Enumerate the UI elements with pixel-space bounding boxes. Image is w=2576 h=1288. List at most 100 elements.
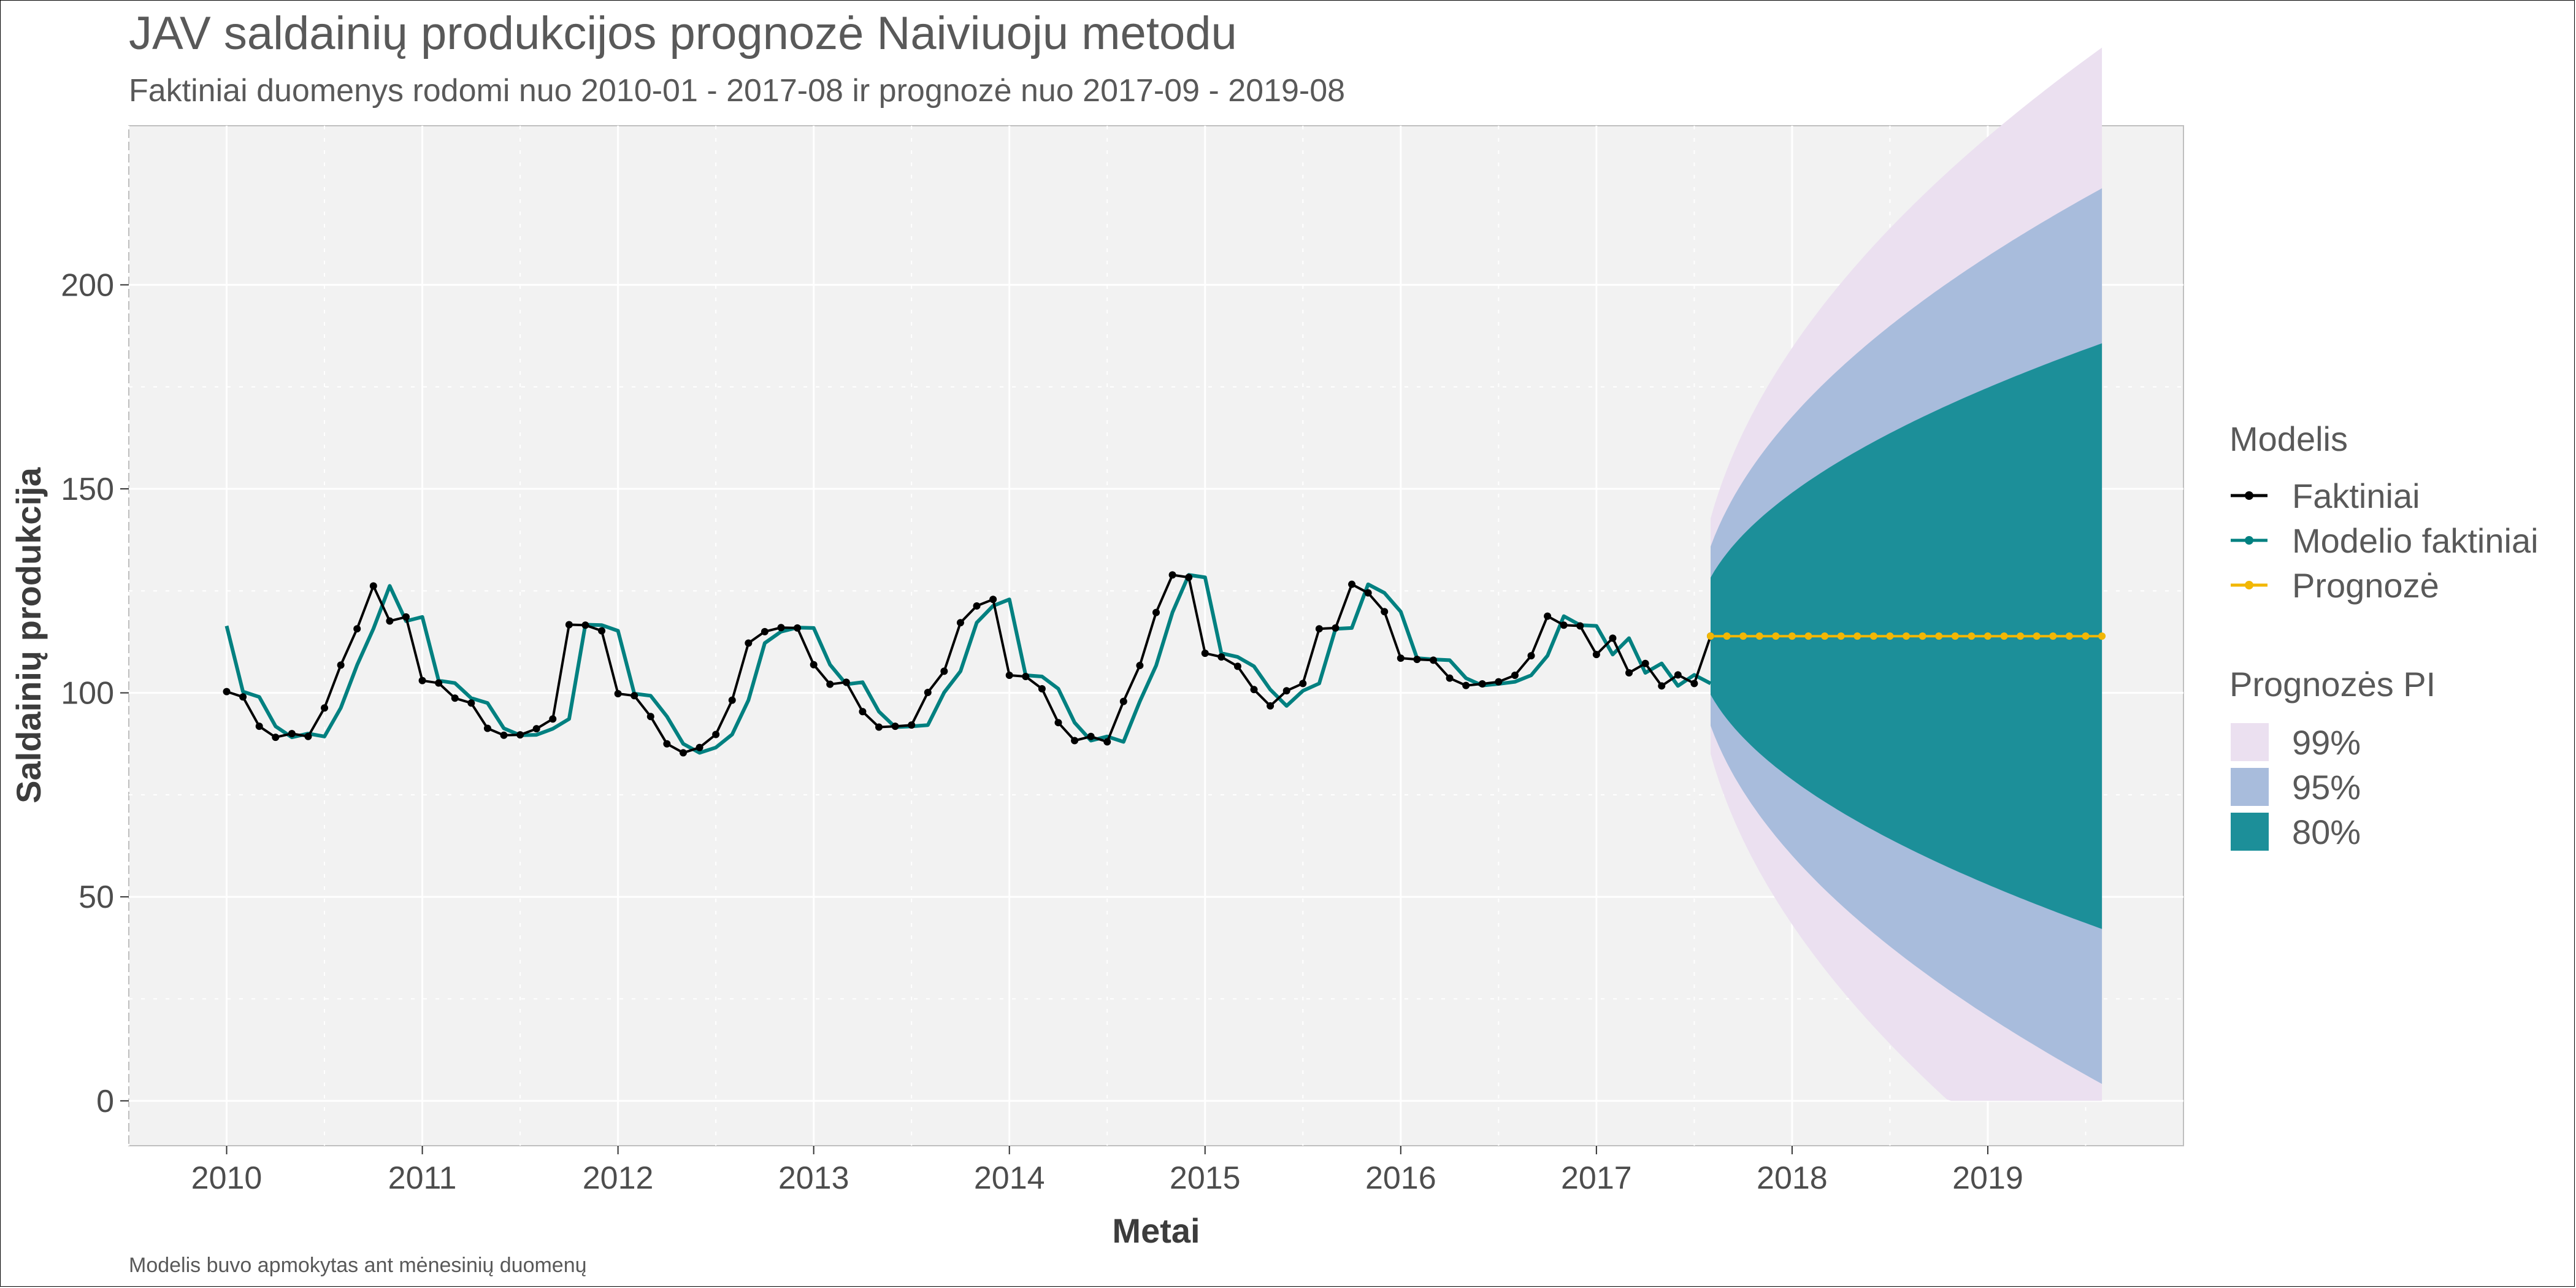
point-faktiniai bbox=[402, 613, 410, 621]
point-faktiniai bbox=[1462, 681, 1470, 689]
point-faktiniai bbox=[973, 602, 981, 610]
point-prognoze bbox=[2049, 632, 2057, 640]
point-faktiniai bbox=[467, 699, 475, 707]
point-faktiniai bbox=[1478, 680, 1486, 688]
point-faktiniai bbox=[435, 679, 443, 687]
point-faktiniai bbox=[1609, 634, 1617, 642]
legend-key-point-modelio-faktiniai bbox=[2245, 536, 2253, 545]
legend-pi-keys: 99% 95% 80% bbox=[2231, 723, 2361, 851]
legend-swatch-80 bbox=[2231, 813, 2269, 851]
legend-model-keys: Faktiniai Modelio faktiniai Prognozė bbox=[2231, 477, 2539, 605]
point-faktiniai bbox=[1054, 719, 1062, 727]
point-faktiniai bbox=[1233, 662, 1241, 670]
point-faktiniai bbox=[1201, 650, 1209, 657]
point-faktiniai bbox=[875, 723, 883, 731]
legend-label-faktiniai: Faktiniai bbox=[2292, 477, 2420, 515]
point-faktiniai bbox=[1364, 589, 1372, 597]
point-faktiniai bbox=[500, 731, 508, 739]
point-faktiniai bbox=[663, 740, 671, 748]
point-prognoze bbox=[1919, 632, 1926, 640]
point-faktiniai bbox=[1413, 656, 1421, 664]
point-prognoze bbox=[1837, 632, 1845, 640]
point-faktiniai bbox=[353, 625, 361, 633]
point-faktiniai bbox=[1544, 612, 1552, 620]
y-tick-label: 200 bbox=[61, 267, 114, 303]
axis-ticks bbox=[120, 284, 1988, 1154]
point-prognoze bbox=[1886, 632, 1894, 640]
point-prognoze bbox=[1772, 632, 1780, 640]
series-line-modelio-faktiniai bbox=[224, 573, 1712, 755]
point-faktiniai bbox=[989, 596, 997, 604]
point-prognoze bbox=[1968, 632, 1976, 640]
x-tick-label: 2017 bbox=[1561, 1160, 1632, 1196]
point-faktiniai bbox=[1527, 652, 1535, 660]
point-faktiniai bbox=[728, 696, 736, 704]
point-faktiniai bbox=[1185, 573, 1193, 581]
point-prognoze bbox=[1788, 632, 1796, 640]
x-tick-label: 2014 bbox=[974, 1160, 1045, 1196]
x-tick-label: 2013 bbox=[778, 1160, 849, 1196]
point-faktiniai bbox=[321, 704, 329, 712]
point-faktiniai bbox=[1119, 697, 1127, 705]
point-faktiniai bbox=[1282, 687, 1290, 695]
y-tick-label: 150 bbox=[61, 472, 114, 507]
point-faktiniai bbox=[1168, 571, 1176, 579]
point-faktiniai bbox=[1495, 678, 1503, 686]
point-faktiniai bbox=[532, 725, 540, 733]
point-faktiniai bbox=[516, 731, 524, 739]
point-faktiniai bbox=[1332, 624, 1340, 632]
point-faktiniai bbox=[1152, 608, 1160, 616]
point-faktiniai bbox=[1071, 737, 1079, 745]
x-tick-label: 2018 bbox=[1757, 1160, 1828, 1196]
point-faktiniai bbox=[1560, 621, 1568, 629]
point-faktiniai bbox=[1217, 653, 1225, 661]
legend-label-prognoze: Prognozė bbox=[2292, 566, 2439, 605]
y-tick-label: 100 bbox=[61, 676, 114, 711]
point-faktiniai bbox=[794, 624, 802, 632]
point-faktiniai bbox=[956, 619, 964, 627]
point-faktiniai bbox=[239, 693, 247, 701]
point-faktiniai bbox=[696, 743, 703, 751]
point-prognoze bbox=[1984, 632, 1991, 640]
legend-model-title: Modelis bbox=[2229, 420, 2348, 458]
point-faktiniai bbox=[679, 749, 687, 757]
chart-subtitle: Faktiniai duomenys rodomi nuo 2010-01 - … bbox=[129, 73, 1345, 109]
legend-swatch-99 bbox=[2231, 723, 2269, 761]
point-faktiniai bbox=[1592, 651, 1600, 659]
point-faktiniai bbox=[614, 689, 622, 697]
point-faktiniai bbox=[1250, 686, 1258, 694]
legend-swatch-95 bbox=[2231, 768, 2269, 806]
point-faktiniai bbox=[1038, 684, 1046, 692]
point-faktiniai bbox=[631, 692, 638, 700]
chart-title: JAV saldainių produkcijos prognozė Naivi… bbox=[129, 7, 1237, 59]
point-faktiniai bbox=[255, 723, 263, 730]
point-prognoze bbox=[2098, 632, 2106, 640]
point-faktiniai bbox=[1267, 702, 1275, 710]
point-faktiniai bbox=[1022, 673, 1030, 681]
point-faktiniai bbox=[1446, 674, 1454, 682]
point-prognoze bbox=[2033, 632, 2041, 640]
point-prognoze bbox=[1706, 632, 1714, 640]
point-faktiniai bbox=[891, 723, 899, 730]
point-faktiniai bbox=[418, 677, 426, 684]
point-prognoze bbox=[2000, 632, 2008, 640]
tick-labels: 0 50 100 150 200 2010 2011 2012 2013 2014 2015 2016… bbox=[61, 267, 2023, 1196]
legend-label-99: 99% bbox=[2292, 723, 2361, 762]
point-faktiniai bbox=[1315, 625, 1323, 633]
point-faktiniai bbox=[646, 713, 654, 721]
point-prognoze bbox=[1755, 632, 1763, 640]
point-faktiniai bbox=[304, 732, 312, 740]
x-tick-label: 2010 bbox=[191, 1160, 263, 1196]
point-faktiniai bbox=[1674, 671, 1682, 679]
point-faktiniai bbox=[826, 680, 834, 688]
chart-caption: Modelis buvo apmokytas ant mėnesinių duo… bbox=[129, 1254, 587, 1277]
x-tick-label: 2012 bbox=[583, 1160, 654, 1196]
point-faktiniai bbox=[369, 582, 377, 590]
point-prognoze bbox=[1821, 632, 1829, 640]
point-faktiniai bbox=[288, 730, 296, 738]
point-faktiniai bbox=[924, 688, 932, 696]
point-prognoze bbox=[2065, 632, 2073, 640]
legend-label-80: 80% bbox=[2292, 813, 2361, 851]
point-faktiniai bbox=[810, 661, 818, 669]
